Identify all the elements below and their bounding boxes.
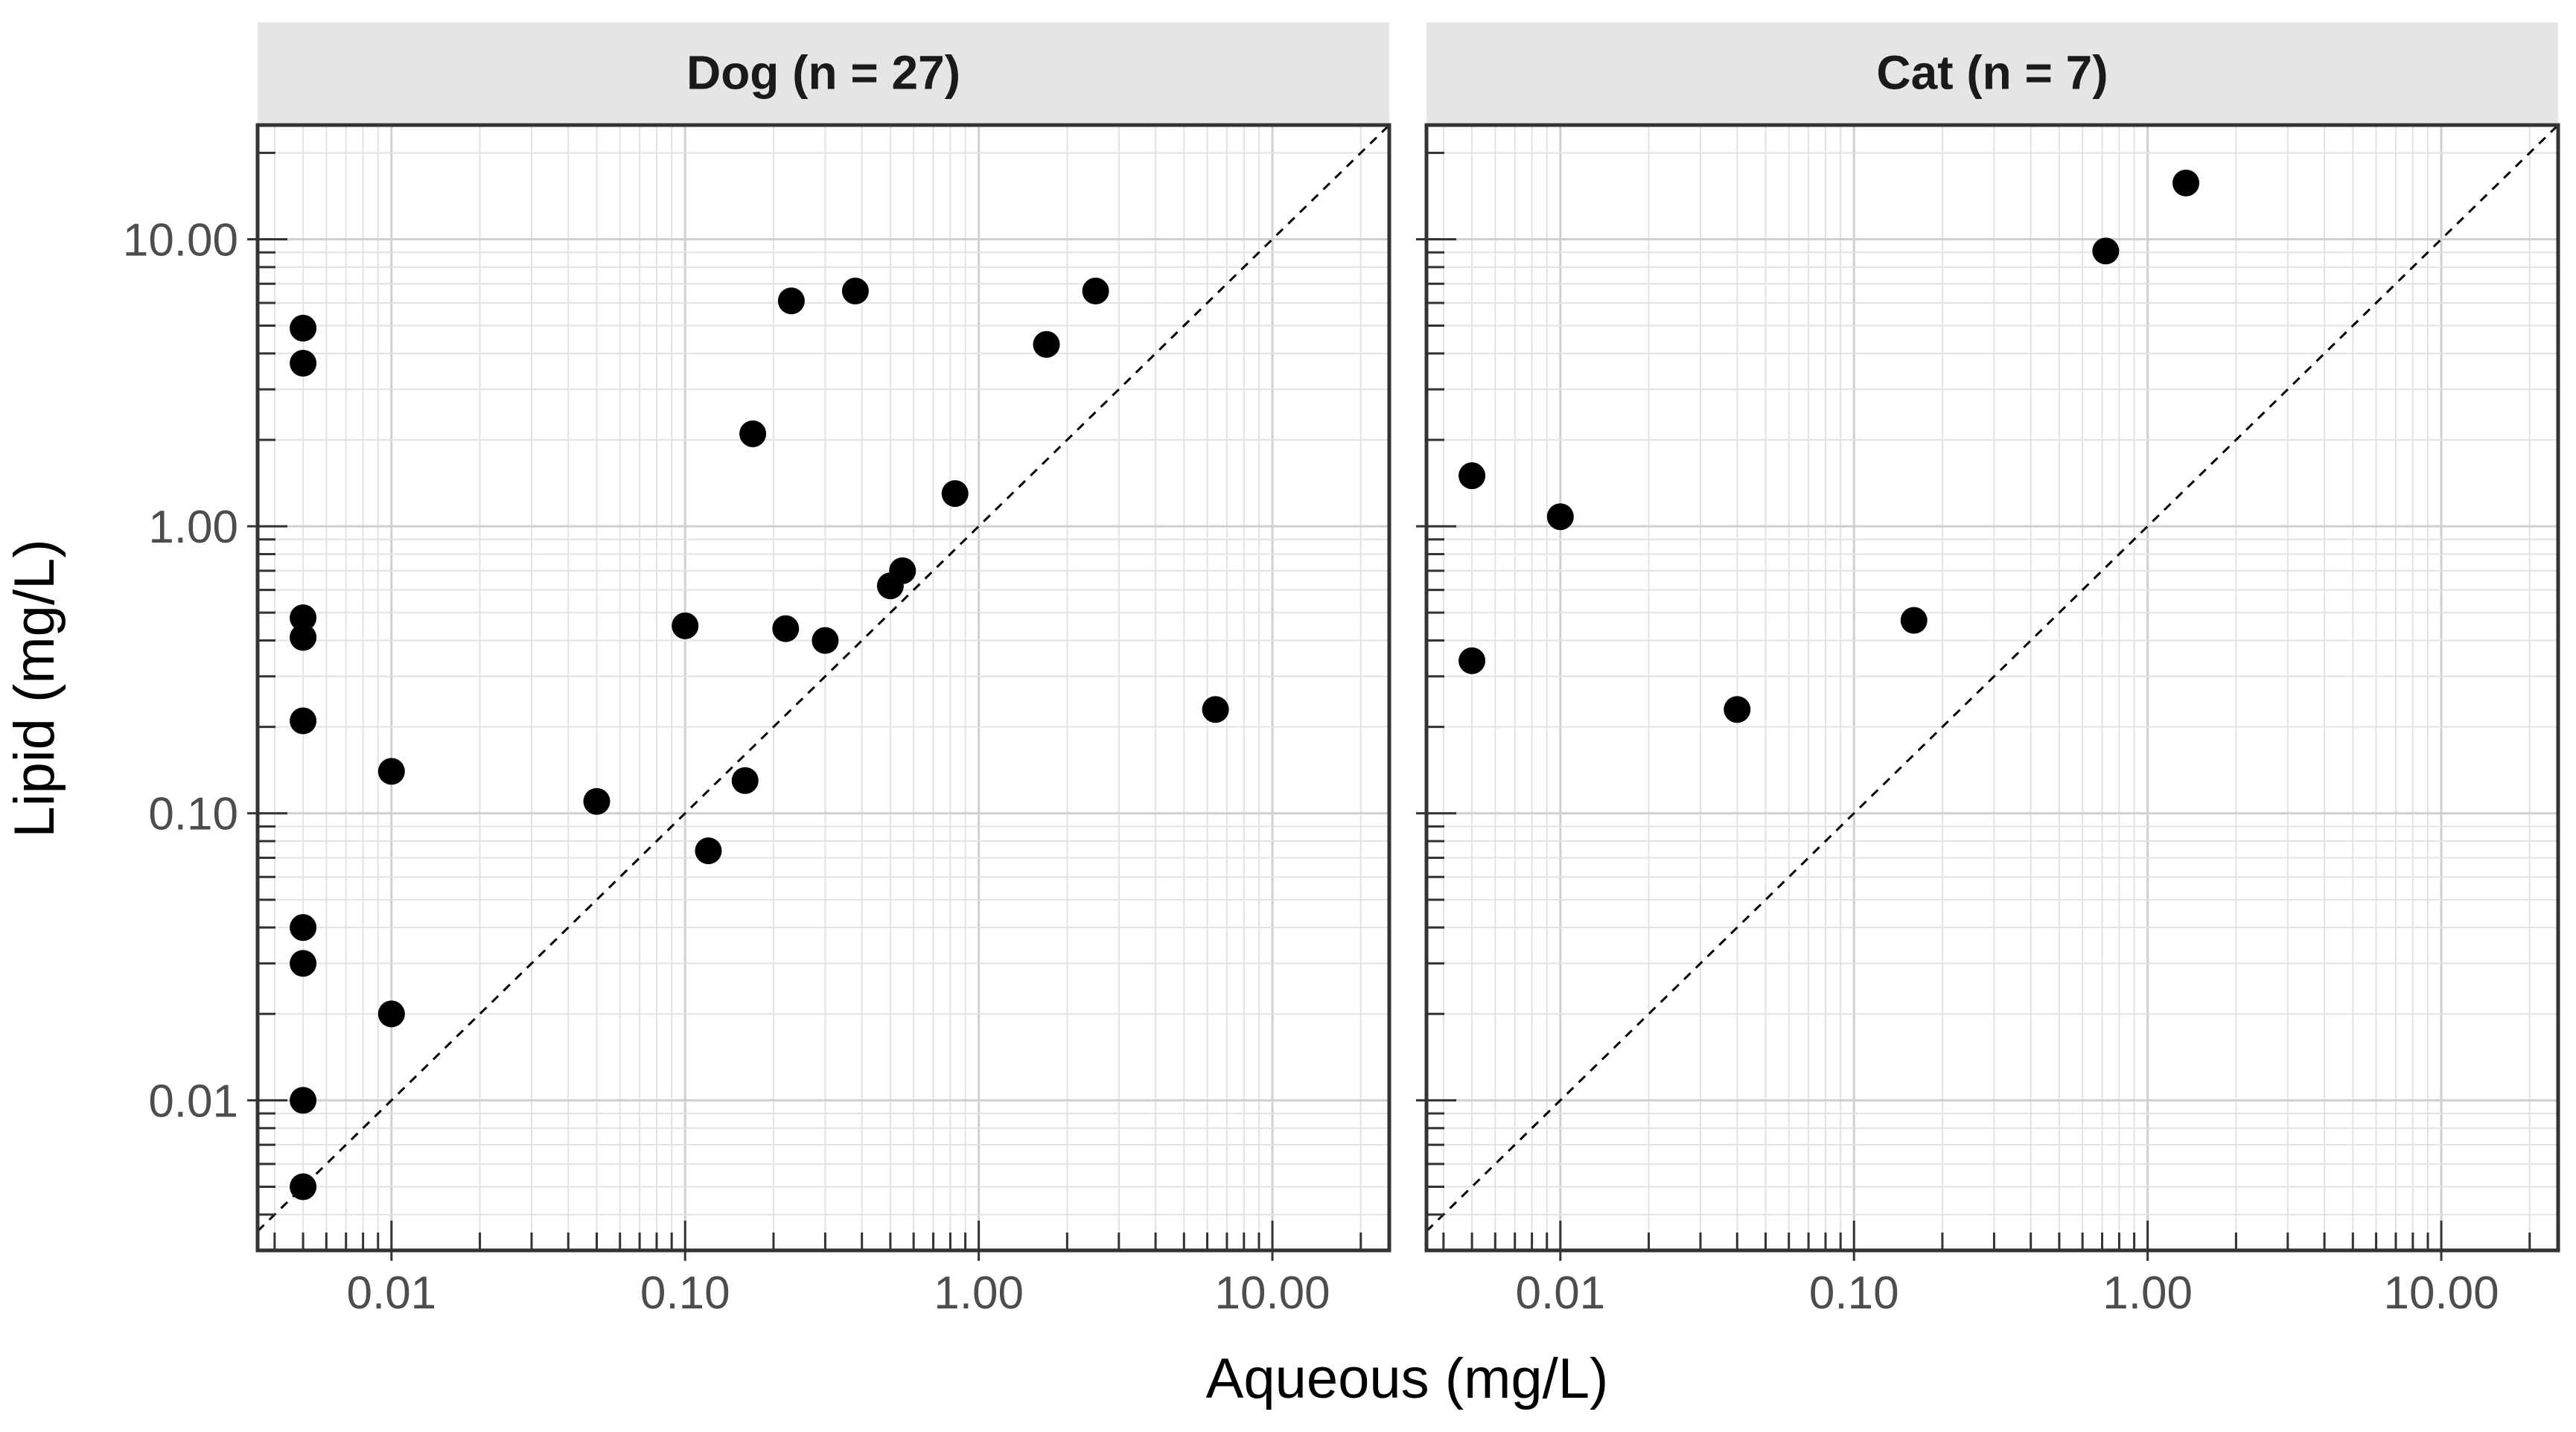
panel-strip-label: Cat (n = 7) [1876, 46, 2108, 100]
plot-inner [258, 125, 1389, 1250]
y-tick-label: 10.00 [123, 214, 238, 266]
data-point [377, 758, 405, 785]
panels-layer: Dog (n = 27) 0.01 0.10 1.00 10.00 0.01 0.10 1.0… [123, 22, 2560, 1319]
data-point [772, 615, 800, 642]
panel-strip [1426, 22, 2558, 123]
data-point [672, 612, 699, 639]
panel-strip [258, 22, 1389, 123]
x-tick-label: 0.10 [640, 1268, 730, 1319]
y-axis-title: Lipid (mg/L) [3, 539, 66, 837]
y-tick-label: 0.10 [148, 789, 238, 840]
data-point [731, 767, 759, 794]
data-point [841, 278, 869, 305]
data-point [290, 1087, 317, 1114]
data-point [695, 837, 722, 865]
x-axis-title: Aqueous (mg/L) [1206, 1347, 1609, 1410]
data-point [290, 314, 317, 342]
data-point [290, 707, 317, 735]
data-point [889, 557, 916, 584]
data-point [290, 604, 317, 632]
panel-strip-label: Dog (n = 27) [686, 46, 960, 100]
data-point [290, 914, 317, 942]
data-point [1082, 278, 1109, 305]
data-point [2172, 169, 2200, 196]
y-tick-label: 1.00 [148, 502, 238, 553]
data-point [1033, 330, 1060, 358]
data-point [739, 420, 767, 447]
reference-line [1426, 125, 2558, 1233]
data-point [1546, 503, 1574, 531]
data-point [583, 787, 610, 815]
plot-area [1426, 125, 2558, 1250]
data-point [1900, 607, 1928, 634]
data-point [377, 1000, 405, 1028]
data-point [290, 1173, 317, 1201]
x-tick-label: 0.01 [346, 1268, 436, 1319]
x-tick-label: 1.00 [2102, 1268, 2193, 1319]
panel-border [1424, 123, 2560, 1253]
x-tick-label: 1.00 [934, 1268, 1024, 1319]
data-point [941, 480, 969, 508]
panel-0: Dog (n = 27) 0.01 0.10 1.00 10.00 0.01 0.10 1.0… [123, 22, 1391, 1319]
data-point [290, 950, 317, 977]
x-tick-label: 10.00 [1214, 1268, 1330, 1319]
data-point [1458, 462, 1486, 490]
data-point [290, 349, 317, 377]
data-point [1202, 696, 1229, 723]
panel-1: Cat (n = 7) 0.01 0.10 1.00 10.00 [1416, 22, 2560, 1319]
data-point [1724, 696, 1751, 723]
data-point [777, 287, 805, 315]
plot-inner [1426, 125, 2558, 1250]
data-point [812, 627, 839, 654]
reference-line [258, 125, 1389, 1233]
y-tick-label: 0.01 [148, 1075, 238, 1127]
x-tick-label: 10.00 [2383, 1268, 2499, 1319]
plot-area [258, 125, 1389, 1250]
data-point [290, 624, 317, 651]
data-point [1458, 647, 1486, 674]
data-point [2092, 237, 2120, 265]
x-tick-label: 0.10 [1809, 1268, 1899, 1319]
x-tick-label: 0.01 [1515, 1268, 1605, 1319]
panel-border [255, 123, 1391, 1253]
